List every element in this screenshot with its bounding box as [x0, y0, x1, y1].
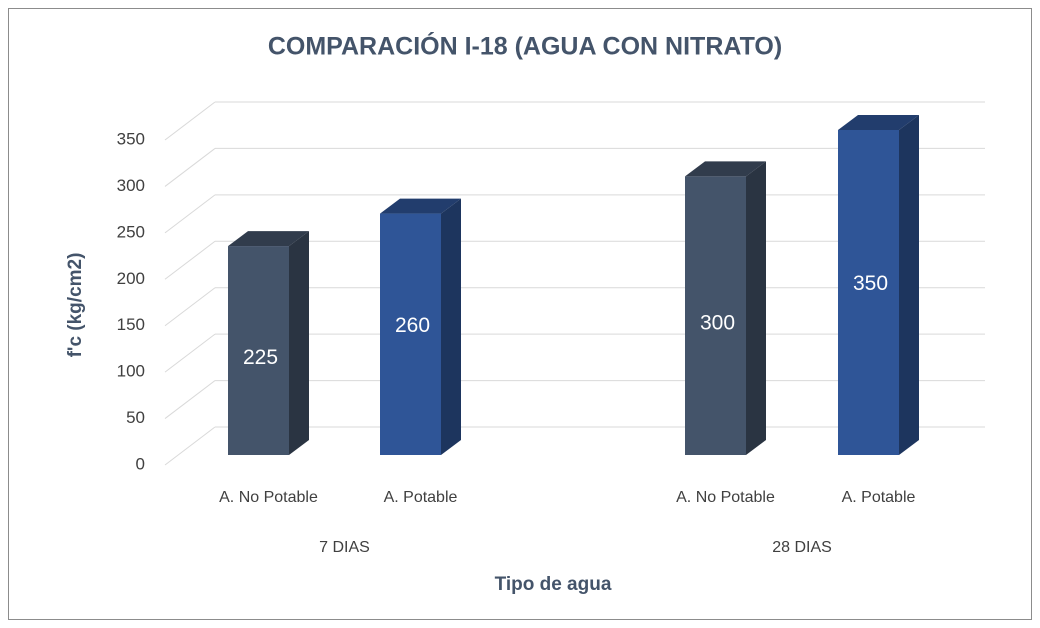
y-tick-label: 100 — [117, 362, 145, 381]
bar — [228, 246, 289, 455]
bar-side — [899, 115, 919, 455]
bar — [685, 176, 746, 455]
y-tick-label: 0 — [136, 454, 145, 473]
grid-line-side — [164, 240, 216, 280]
bar-top — [838, 115, 919, 130]
bar-side — [441, 198, 461, 456]
bar-top — [228, 231, 309, 247]
group-label: 28 DIAS — [772, 539, 832, 556]
y-tick-label: 300 — [117, 176, 145, 195]
y-tick-label: 350 — [117, 129, 145, 148]
y-tick-label: 200 — [117, 269, 145, 288]
grid-line-side — [164, 380, 216, 419]
data-label: 260 — [395, 314, 430, 337]
data-label: 300 — [700, 311, 735, 334]
bar-side — [746, 161, 766, 455]
x-tick-label: A. No Potable — [676, 489, 775, 506]
data-label: 225 — [243, 346, 278, 369]
y-tick-label: 50 — [126, 408, 145, 427]
grid-line-side — [164, 426, 216, 466]
bar — [380, 213, 441, 455]
grid-line-side — [164, 333, 216, 373]
x-tick-label: A. No Potable — [219, 489, 318, 506]
grid-line-side — [164, 101, 216, 141]
group-label: 7 DIAS — [319, 539, 370, 556]
y-tick-label: 250 — [117, 222, 145, 241]
x-tick-label: A. Potable — [842, 489, 916, 506]
x-tick-label: A. Potable — [384, 489, 458, 506]
chart-title: COMPARACIÓN I-18 (AGUA CON NITRATO) — [268, 31, 782, 61]
y-axis-title: f'c (kg/cm2) — [65, 253, 86, 358]
bar-side — [289, 231, 309, 455]
y-tick-label: 150 — [117, 315, 145, 334]
bar-top — [685, 161, 766, 177]
bar-top — [380, 198, 461, 214]
data-label: 350 — [853, 272, 888, 295]
grid-line-side — [164, 287, 216, 327]
bar — [838, 130, 899, 455]
grid-line-side — [164, 194, 216, 234]
grid-line-side — [164, 148, 216, 187]
x-axis-title: Tipo de agua — [495, 574, 612, 595]
